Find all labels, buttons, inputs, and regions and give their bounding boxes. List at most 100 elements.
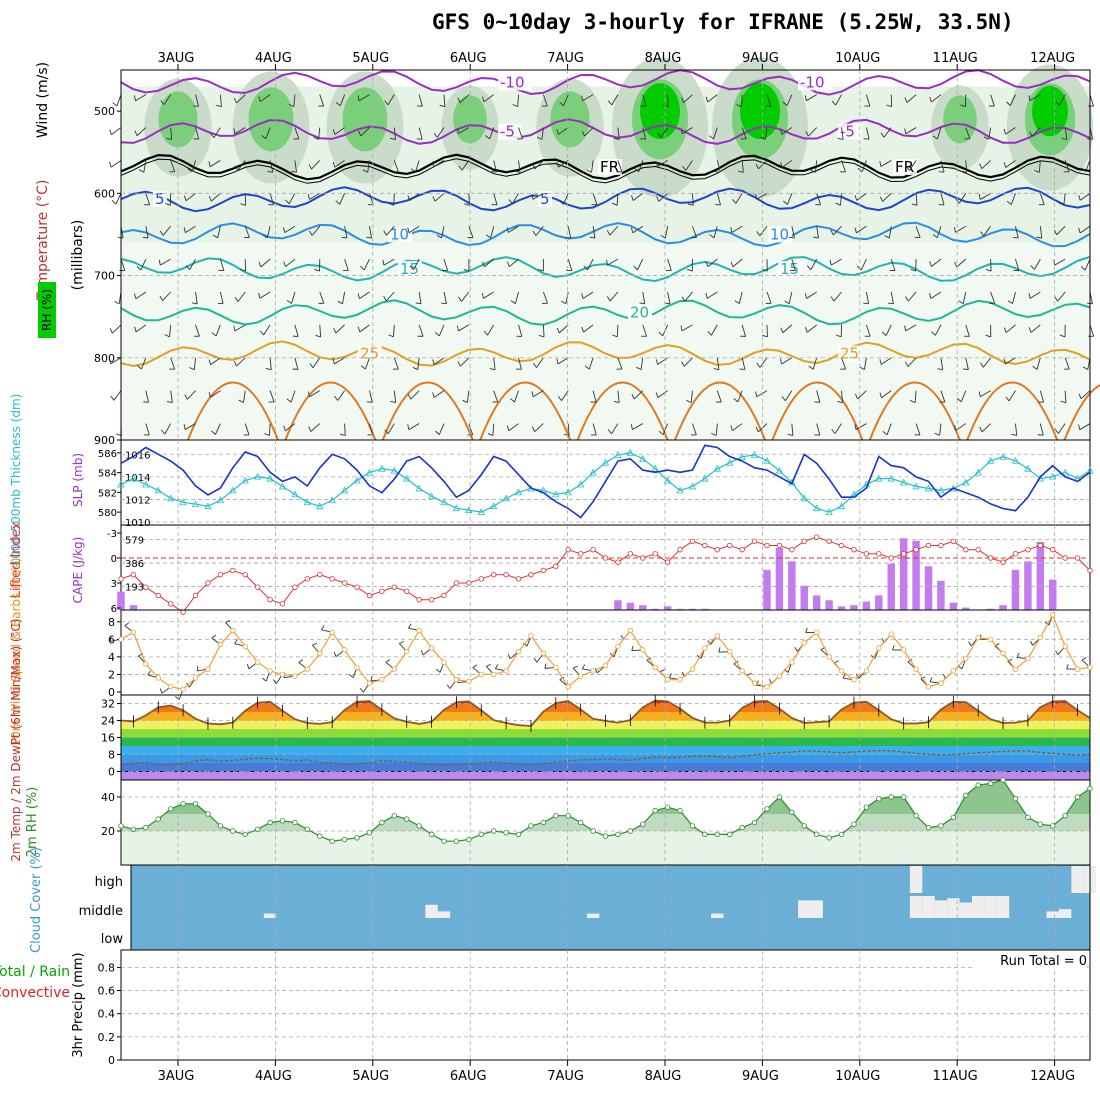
- wind-barb-flag: [458, 165, 463, 171]
- middle-cloud-bar: [586, 913, 600, 918]
- lifted-index-marker: [416, 596, 422, 603]
- wind-barb-flag: [288, 103, 294, 108]
- wind-barb-flag: [341, 236, 347, 239]
- slp-axis-label: SLP (mb): [71, 453, 85, 507]
- wind-barb: [881, 357, 892, 365]
- wind-barb: [732, 423, 743, 431]
- wind-barb: [1057, 291, 1066, 302]
- wind-barb: [461, 160, 470, 171]
- wind-speed-marker: [900, 647, 907, 653]
- cape-bar: [924, 566, 933, 610]
- wind-barb-flag: [686, 399, 692, 404]
- wind-barb: [541, 127, 544, 140]
- wind-speed-marker: [242, 643, 248, 650]
- wind-barb-flag: [332, 161, 336, 168]
- time-axes: 3AUG 3AUG 4AUG 4AUG 5AUG 5AUG 6AUG 6AUG 7AUG 7AUG…: [158, 51, 1075, 1084]
- wind-barb: [291, 291, 296, 304]
- wind-barb: [766, 291, 772, 304]
- wind-barb-flag: [888, 302, 894, 305]
- wind-barb-flag: [589, 236, 596, 239]
- wind-speed-marker: [1062, 643, 1068, 650]
- wind-barb: [905, 127, 917, 135]
- lifted-index-marker: [751, 538, 758, 545]
- isotherm-15: [120, 256, 1091, 283]
- wind-barb: [587, 258, 594, 270]
- wind-barb: [342, 291, 346, 304]
- wind-barb: [193, 357, 196, 370]
- wind-barb-flag: [217, 302, 224, 305]
- wind-speed-marker: [925, 684, 932, 690]
- wind-barb-flag: [514, 170, 521, 173]
- wind-speed-marker: [888, 631, 894, 637]
- wind-barb: [741, 94, 743, 107]
- middle-cloud-bar: [425, 904, 438, 918]
- wind-barb: [111, 127, 122, 136]
- wind-barb: [965, 127, 971, 139]
- wind-barb-flag: [435, 668, 441, 673]
- wind-barb: [707, 258, 718, 267]
- wind-barb: [861, 160, 867, 172]
- rh-marker: [540, 819, 547, 826]
- wind-barb-flag: [134, 293, 137, 299]
- wind-barb: [294, 127, 300, 140]
- wind-barb-flag: [158, 259, 161, 266]
- wind-barb: [536, 357, 544, 368]
- wind-barb-flag: [733, 398, 739, 403]
- slp-tick-label: 1014: [125, 473, 150, 484]
- wind-barb: [186, 390, 196, 400]
- wind-barb-flag: [407, 195, 411, 201]
- lifted-index-marker: [391, 584, 398, 590]
- wind-barb: [965, 160, 968, 173]
- wind-barb: [865, 291, 870, 304]
- wind-barb-flag: [272, 679, 277, 684]
- wind-barb: [542, 94, 548, 107]
- wind-barb-flag: [780, 327, 784, 333]
- thickness-marker: [552, 490, 560, 498]
- wind-barb-flag: [532, 230, 537, 236]
- wind-barb-flag: [881, 331, 887, 337]
- wind-barb: [741, 160, 744, 173]
- wind-barb: [1031, 127, 1041, 137]
- wind-barb-flag: [1054, 296, 1059, 302]
- rh-marker: [416, 823, 422, 829]
- isotherm-label-bg: [388, 226, 412, 243]
- top-date-label: 8AUG: [645, 51, 682, 66]
- wind-axis-label: Wind (m/s): [35, 62, 51, 138]
- wind-barb: [460, 357, 470, 367]
- temperature-band: [121, 771, 1090, 780]
- wind-barb: [145, 226, 149, 239]
- wind-barb: [617, 160, 623, 172]
- wind-barb: [110, 160, 122, 168]
- wind-barb-flag: [813, 236, 819, 239]
- precip-axis-label: 3hr Precip (mm): [71, 952, 86, 1057]
- wind-barb: [1029, 94, 1041, 102]
- wind-barb-flag: [559, 101, 564, 107]
- wind-barb: [260, 258, 271, 268]
- wind-barb-flag: [383, 230, 387, 236]
- wind-barb-flag: [630, 227, 634, 233]
- wind-speed-marker: [379, 677, 385, 683]
- wind-barb-flag: [166, 401, 173, 403]
- isotherm-label: 25: [840, 345, 859, 363]
- wind-barb: [285, 423, 296, 432]
- thickness-marker: [167, 494, 175, 502]
- isotherm-20: [120, 299, 1091, 326]
- slp-tick-label: 1016: [125, 450, 150, 461]
- wind-barb: [584, 127, 594, 137]
- wind-barb: [713, 127, 718, 140]
- wind-barb: [960, 390, 967, 402]
- lifted-index-marker: [727, 542, 733, 549]
- wind-barb-flag: [957, 665, 963, 670]
- rh-marker: [813, 831, 820, 838]
- wind-barb-flag: [837, 137, 844, 140]
- lifted-index-marker: [900, 551, 907, 557]
- wind-barb-flag: [262, 234, 268, 239]
- top-date-label: 5AUG: [352, 51, 389, 66]
- run-total-bg: [975, 952, 1087, 969]
- wind-barb: [936, 127, 942, 140]
- wind-barb-flag: [879, 196, 883, 202]
- thickness-marker: [1011, 456, 1020, 464]
- bottom-date-label: 8AUG: [645, 1069, 682, 1084]
- rh-marker: [577, 819, 584, 826]
- wind-barb-flag: [225, 620, 231, 623]
